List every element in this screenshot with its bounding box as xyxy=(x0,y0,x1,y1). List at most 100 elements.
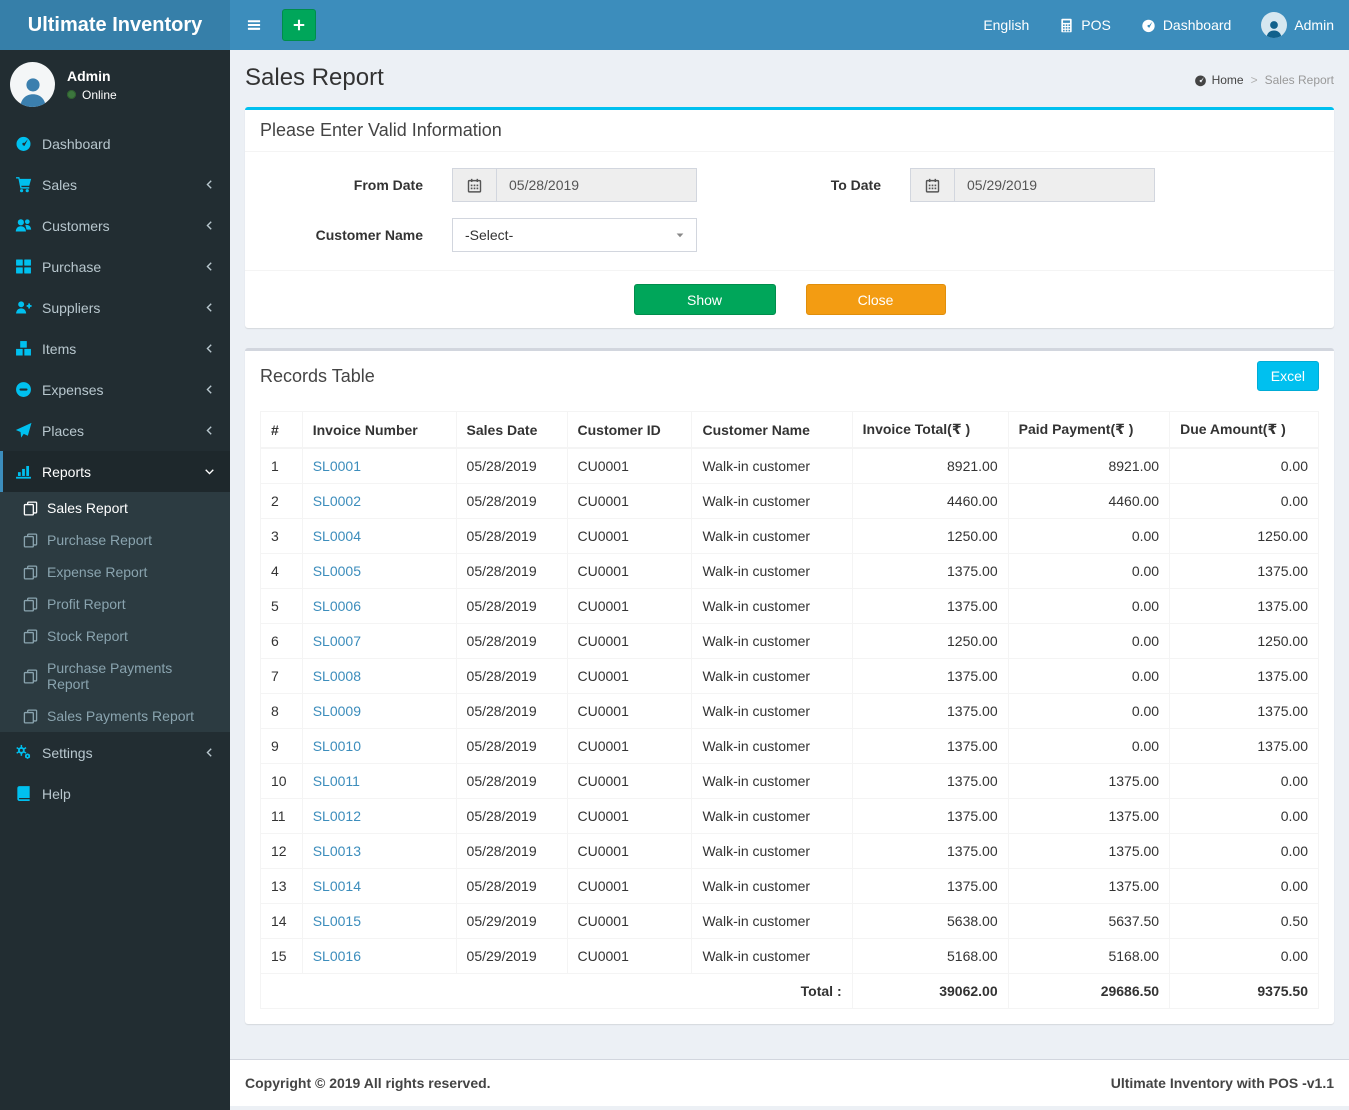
invoice-cell: SL0016 xyxy=(301,938,457,974)
invoice-link[interactable]: SL0009 xyxy=(312,703,361,719)
sidebar-link-items[interactable]: Items xyxy=(0,328,230,369)
copy-icon xyxy=(23,669,38,684)
invoice-cell: SL0010 xyxy=(301,728,457,764)
sidebar-subitem-label: Stock Report xyxy=(47,628,128,644)
invoice-link[interactable]: SL0011 xyxy=(312,773,360,789)
sidebar-sublink-profit-report[interactable]: Profit Report xyxy=(0,588,230,620)
sidebar-sublink-stock-report[interactable]: Stock Report xyxy=(0,620,230,652)
cell-7: 1250.00 xyxy=(1169,518,1319,554)
excel-export-button[interactable]: Excel xyxy=(1256,361,1319,391)
grid-icon xyxy=(15,258,32,275)
sidebar-sublink-purchase-payments-report[interactable]: Purchase Payments Report xyxy=(0,652,230,700)
cell-7: 0.00 xyxy=(1169,763,1319,799)
cell-4: Walk-in customer xyxy=(691,447,853,484)
copy-icon xyxy=(23,533,38,548)
cell-3: CU0001 xyxy=(566,903,693,939)
sidebar-link-customers[interactable]: Customers xyxy=(0,205,230,246)
to-date-calendar-button[interactable] xyxy=(910,168,954,202)
to-date-label: To Date xyxy=(830,177,881,193)
sidebar-link-help[interactable]: Help xyxy=(0,773,230,814)
cell-0: 1 xyxy=(260,447,303,484)
invoice-link[interactable]: SL0010 xyxy=(312,738,361,754)
cell-3: CU0001 xyxy=(566,518,693,554)
sidebar-link-sales[interactable]: Sales xyxy=(0,164,230,205)
table-row: 12 SL0013 05/28/2019 CU0001 Walk-in customer… xyxy=(260,833,1319,869)
filter-form: From Date To Date Customer Name -Select- xyxy=(245,152,1334,270)
sidebar-item-settings: Settings xyxy=(0,732,230,773)
nav-user-menu[interactable]: Admin xyxy=(1246,0,1349,50)
invoice-link[interactable]: SL0001 xyxy=(312,458,361,474)
cell-0: 14 xyxy=(260,903,303,939)
customer-select[interactable]: -Select- xyxy=(452,218,697,252)
table-row: 5 SL0006 05/28/2019 CU0001 Walk-in customer 1… xyxy=(260,588,1319,624)
sidebar-link-places[interactable]: Places xyxy=(0,410,230,451)
sidebar-link-reports[interactable]: Reports xyxy=(0,451,230,492)
cell-0: 2 xyxy=(260,483,303,519)
app-logo[interactable]: Ultimate Inventory xyxy=(0,0,230,50)
sidebar-link-purchase[interactable]: Purchase xyxy=(0,246,230,287)
cell-3: CU0001 xyxy=(566,553,693,589)
nav-language[interactable]: English xyxy=(983,17,1030,33)
invoice-link[interactable]: SL0013 xyxy=(312,843,361,859)
show-button[interactable]: Show xyxy=(633,284,776,315)
cell-3: CU0001 xyxy=(566,658,693,694)
invoice-link[interactable]: SL0015 xyxy=(312,913,361,929)
invoice-link[interactable]: SL0014 xyxy=(312,878,361,894)
page-footer: Copyright © 2019 All rights reserved. Ul… xyxy=(230,1059,1349,1106)
sidebar-sublink-sales-report[interactable]: Sales Report xyxy=(0,492,230,524)
invoice-link[interactable]: SL0008 xyxy=(312,668,361,684)
cell-4: Walk-in customer xyxy=(691,588,853,624)
sidebar-sublink-expense-report[interactable]: Expense Report xyxy=(0,556,230,588)
cell-5: 1375.00 xyxy=(851,833,1009,869)
cell-5: 1250.00 xyxy=(851,623,1009,659)
cell-5: 1375.00 xyxy=(851,868,1009,904)
breadcrumb-home-link[interactable]: Home xyxy=(1194,73,1244,87)
to-date-input[interactable] xyxy=(954,168,1155,202)
invoice-link[interactable]: SL0016 xyxy=(312,948,361,964)
total-paid: 29686.50 xyxy=(1007,973,1171,1009)
hamburger-menu-button[interactable] xyxy=(230,0,278,50)
invoice-link[interactable]: SL0007 xyxy=(312,633,361,649)
from-date-input[interactable] xyxy=(496,168,697,202)
invoice-cell: SL0015 xyxy=(301,903,457,939)
close-button[interactable]: Close xyxy=(805,284,946,315)
sidebar-link-settings[interactable]: Settings xyxy=(0,732,230,773)
nav-pos[interactable]: POS xyxy=(1044,0,1126,50)
cell-2: 05/28/2019 xyxy=(455,693,568,729)
cell-2: 05/28/2019 xyxy=(455,658,568,694)
hamburger-icon xyxy=(246,18,262,32)
navbar-right: English POS Dashboard Admin xyxy=(968,0,1349,50)
from-date-calendar-button[interactable] xyxy=(452,168,496,202)
invoice-link[interactable]: SL0002 xyxy=(312,493,361,509)
invoice-cell: SL0012 xyxy=(301,798,457,834)
sidebar-item-label: Items xyxy=(42,340,77,357)
from-date-group xyxy=(452,168,697,202)
sidebar-item-dashboard: Dashboard xyxy=(0,123,230,164)
sidebar-item-items: Items xyxy=(0,328,230,369)
sidebar-link-dashboard[interactable]: Dashboard xyxy=(0,123,230,164)
invoice-link[interactable]: SL0004 xyxy=(312,528,361,544)
chevron-down-icon xyxy=(204,466,215,477)
cell-7: 0.50 xyxy=(1169,903,1319,939)
sidebar-sublink-purchase-report[interactable]: Purchase Report xyxy=(0,524,230,556)
sidebar-sublink-sales-payments-report[interactable]: Sales Payments Report xyxy=(0,700,230,732)
sidebar-link-suppliers[interactable]: Suppliers xyxy=(0,287,230,328)
cell-7: 1375.00 xyxy=(1169,693,1319,729)
invoice-link[interactable]: SL0006 xyxy=(312,598,361,614)
cell-6: 1375.00 xyxy=(1007,798,1171,834)
cell-0: 3 xyxy=(260,518,303,554)
column-header-7: Due Amount(₹ ) xyxy=(1169,411,1319,449)
invoice-link[interactable]: SL0012 xyxy=(312,808,361,824)
sidebar-link-expenses[interactable]: Expenses xyxy=(0,369,230,410)
invoice-link[interactable]: SL0005 xyxy=(312,563,361,579)
table-row: 3 SL0004 05/28/2019 CU0001 Walk-in customer 1… xyxy=(260,518,1319,554)
gears-icon xyxy=(15,744,32,761)
column-header-6: Paid Payment(₹ ) xyxy=(1007,411,1171,449)
sidebar-item-help: Help xyxy=(0,773,230,814)
cell-7: 0.00 xyxy=(1169,833,1319,869)
nav-dashboard[interactable]: Dashboard xyxy=(1126,0,1247,50)
total-invoice: 39062.00 xyxy=(851,973,1009,1009)
speedometer-icon xyxy=(15,135,32,152)
add-button[interactable] xyxy=(282,9,316,41)
sidebar-subitem-stock-report: Stock Report xyxy=(0,620,230,652)
